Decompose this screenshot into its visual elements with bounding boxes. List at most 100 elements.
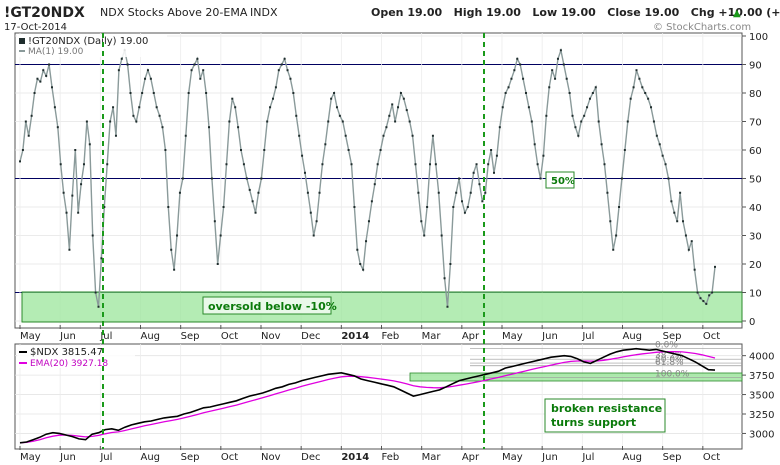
data-point bbox=[50, 86, 53, 89]
data-point bbox=[100, 257, 103, 260]
data-point bbox=[635, 69, 638, 72]
data-point bbox=[402, 97, 405, 100]
data-point bbox=[237, 126, 240, 129]
data-point bbox=[568, 92, 571, 94]
data-point bbox=[30, 114, 33, 117]
data-point bbox=[615, 234, 618, 237]
data-point bbox=[306, 191, 309, 194]
fifty-percent-label-box bbox=[545, 171, 575, 189]
data-point bbox=[298, 134, 301, 137]
data-point bbox=[507, 86, 510, 89]
fifty-percent-label: 50% bbox=[551, 176, 575, 187]
data-point bbox=[647, 97, 650, 100]
data-point bbox=[458, 177, 461, 180]
upper-legend-2: MA(1) 19.00 bbox=[28, 47, 84, 57]
lower-y-tick-label: 4000 bbox=[749, 352, 774, 363]
data-point bbox=[679, 191, 682, 194]
data-point bbox=[472, 171, 475, 174]
data-point bbox=[88, 143, 91, 146]
data-point bbox=[484, 191, 487, 194]
data-point bbox=[524, 92, 527, 94]
data-point bbox=[391, 103, 394, 106]
data-point bbox=[620, 177, 623, 180]
data-point bbox=[504, 92, 507, 94]
upper-series-group bbox=[19, 47, 716, 308]
data-point bbox=[266, 120, 269, 123]
data-point bbox=[187, 92, 190, 94]
data-point bbox=[144, 77, 147, 80]
fib-label: 0.0% bbox=[655, 341, 678, 351]
upper-x-tick-label: Mar bbox=[422, 331, 442, 342]
data-point bbox=[132, 114, 135, 117]
data-point bbox=[193, 63, 196, 66]
brand-watermark: © StockCharts.com bbox=[653, 22, 751, 33]
data-point bbox=[548, 86, 551, 89]
data-point bbox=[469, 191, 472, 194]
data-point bbox=[426, 206, 429, 208]
data-point bbox=[373, 183, 376, 186]
data-point bbox=[216, 263, 219, 265]
data-point bbox=[711, 291, 714, 294]
data-point bbox=[478, 183, 481, 186]
data-point bbox=[356, 248, 359, 251]
data-point bbox=[708, 294, 711, 297]
data-point bbox=[280, 63, 283, 66]
lower-x-tick-label: Jul bbox=[99, 452, 112, 463]
data-point bbox=[347, 149, 350, 151]
data-point bbox=[417, 191, 420, 194]
upper-y-tick-label: 10 bbox=[749, 289, 762, 300]
data-point bbox=[437, 191, 440, 194]
data-point bbox=[19, 160, 21, 163]
ohlc-readout: Open 19.00 High 19.00 Low 19.00 Close 19… bbox=[371, 6, 780, 19]
data-point bbox=[318, 191, 321, 194]
upper-x-tick-label: Apr bbox=[462, 331, 480, 342]
data-point bbox=[350, 163, 353, 166]
data-point bbox=[196, 57, 199, 60]
lower-x-tick-label: Mar bbox=[422, 452, 442, 463]
data-point bbox=[289, 77, 292, 80]
data-point bbox=[205, 92, 208, 94]
upper-x-tick-label: Jun bbox=[541, 331, 558, 342]
data-point bbox=[82, 163, 85, 166]
chart-exchange: INDX bbox=[250, 6, 278, 19]
data-point bbox=[245, 177, 248, 180]
data-point bbox=[333, 92, 336, 94]
data-point bbox=[39, 80, 42, 83]
data-point bbox=[702, 300, 705, 303]
data-point bbox=[80, 183, 83, 186]
lower-x-axis: May Jun Jul Aug Sep Oct Nov Dec 2014 Feb Mar Apr May… bbox=[19, 446, 720, 463]
data-point bbox=[527, 106, 530, 109]
lower-y-tick-label: 3000 bbox=[749, 429, 774, 440]
data-point bbox=[112, 106, 115, 109]
data-point bbox=[434, 163, 437, 166]
data-point bbox=[394, 120, 397, 123]
data-point bbox=[545, 114, 548, 117]
data-point bbox=[516, 57, 519, 60]
data-point bbox=[618, 206, 621, 208]
data-point bbox=[652, 120, 655, 123]
data-point bbox=[397, 106, 400, 109]
data-point bbox=[367, 220, 370, 223]
upper-x-tick-label: Dec bbox=[301, 331, 320, 342]
lower-y-axis: 3000 3250 3500 3750 4000 bbox=[742, 352, 774, 440]
upper-plot-frame bbox=[14, 32, 743, 329]
data-point bbox=[231, 97, 234, 100]
data-point bbox=[466, 206, 469, 208]
upper-x-tick-label: Sep bbox=[663, 331, 682, 342]
data-point bbox=[641, 86, 644, 89]
upper-x-tick-label: Jul bbox=[99, 331, 112, 342]
lower-x-tick-label: Nov bbox=[261, 452, 281, 463]
lower-legend-1: $NDX 3815.47 bbox=[30, 347, 103, 358]
data-point bbox=[152, 92, 155, 94]
upper-x-tick-label: May bbox=[20, 331, 41, 342]
data-point bbox=[146, 69, 149, 72]
upper-x-tick-label: 2014 bbox=[341, 331, 369, 342]
data-point bbox=[295, 114, 298, 117]
data-point bbox=[382, 134, 385, 137]
upper-x-tick-label: Sep bbox=[181, 331, 200, 342]
data-point bbox=[68, 248, 71, 251]
data-point bbox=[580, 120, 583, 123]
lower-x-tick-label: Aug bbox=[141, 452, 161, 463]
data-point bbox=[77, 211, 80, 214]
